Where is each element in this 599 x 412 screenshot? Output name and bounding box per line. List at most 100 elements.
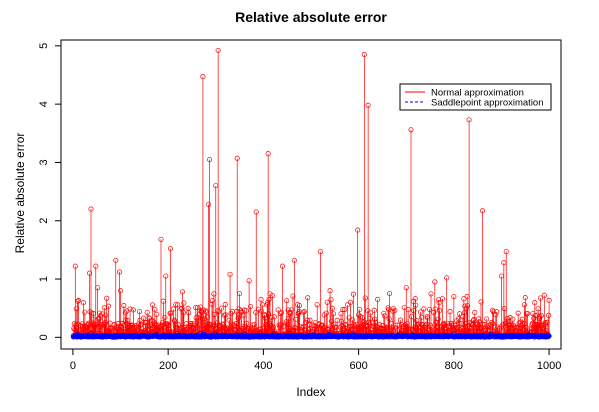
normal-point [152, 306, 158, 312]
normal-point [503, 249, 509, 255]
normal-point [305, 295, 311, 301]
normal-point [314, 302, 320, 308]
x-axis-label: Index [296, 385, 325, 399]
normal-point [510, 322, 516, 328]
normal-point [372, 316, 378, 322]
normal-point [243, 308, 249, 314]
x-tick-label: 400 [254, 360, 272, 372]
normal-point [345, 302, 351, 308]
normal-point [290, 293, 296, 299]
normal-point [447, 309, 453, 315]
normal-point [361, 319, 367, 325]
normal-point [361, 52, 367, 58]
saddlepoint-point [546, 333, 552, 339]
normal-point [456, 320, 462, 327]
normal-point [382, 313, 388, 319]
normal-point [413, 302, 419, 308]
normal-point [324, 299, 330, 305]
normal-point [88, 206, 94, 212]
normal-point [405, 307, 411, 313]
normal-point [271, 314, 277, 320]
normal-point [531, 315, 537, 321]
normal-point [347, 299, 354, 305]
x-tick-label: 0 [70, 360, 76, 372]
normal-point [403, 285, 409, 291]
normal-point [304, 317, 310, 323]
normal-point [102, 319, 108, 325]
normal-point [300, 309, 306, 315]
y-tick-label: 2 [38, 218, 50, 224]
normal-point [288, 307, 295, 313]
normal-point [297, 303, 303, 309]
normal-point [541, 321, 547, 327]
normal-point [417, 309, 424, 315]
normal-point [301, 308, 307, 314]
normal-point [76, 297, 82, 304]
normal-point [258, 308, 265, 314]
normal-point [103, 312, 109, 318]
normal-point [117, 269, 123, 275]
y-tick-label: 1 [38, 276, 50, 282]
normal-point [222, 301, 228, 308]
normal-point [193, 304, 199, 311]
normal-point [97, 310, 103, 316]
normal-point [207, 156, 213, 163]
normal-point [247, 303, 254, 310]
normal-point [510, 316, 516, 322]
normal-point [427, 306, 433, 312]
normal-point [436, 297, 442, 303]
normal-point [117, 288, 124, 294]
normal-point [489, 307, 495, 313]
x-tick-label: 200 [159, 360, 177, 372]
normal-point [104, 295, 110, 301]
normal-point [200, 74, 206, 80]
normal-point [515, 325, 521, 331]
normal-point [162, 314, 168, 321]
normal-point [140, 315, 146, 321]
normal-point [452, 322, 458, 329]
normal-point [218, 305, 225, 311]
normal-point [541, 292, 547, 298]
normal-point [414, 322, 420, 328]
normal-point [123, 317, 129, 323]
normal-point [329, 305, 335, 311]
y-tick-label: 3 [38, 159, 50, 165]
normal-point [137, 322, 144, 328]
normal-point [278, 309, 285, 316]
normal-point [537, 314, 543, 320]
normal-point [163, 273, 169, 279]
normal-point [253, 309, 259, 315]
normal-point [512, 325, 518, 331]
normal-point [504, 315, 510, 321]
normal-point [521, 302, 527, 308]
series-layer [70, 47, 552, 340]
y-tick-label: 0 [38, 334, 50, 340]
normal-point [480, 321, 486, 327]
normal-point [323, 310, 329, 316]
normal-point [279, 263, 285, 269]
normal-point [211, 311, 217, 318]
normal-point [432, 279, 438, 285]
normal-point [178, 306, 184, 312]
normal-point [181, 300, 187, 306]
normal-point [96, 316, 102, 322]
normal-point [436, 300, 442, 306]
normal-point [175, 302, 181, 308]
normal-point [538, 312, 545, 319]
plot-frame [60, 39, 562, 350]
normal-point [507, 315, 513, 321]
normal-point [327, 288, 333, 294]
normal-point [146, 315, 152, 321]
normal-point [451, 293, 457, 300]
normal-point [421, 306, 427, 312]
normal-point [82, 309, 88, 315]
normal-point [227, 271, 233, 277]
normal-point [173, 301, 179, 308]
normal-point [386, 307, 392, 313]
normal-point [515, 310, 521, 316]
normal-point [106, 303, 112, 309]
normal-point [362, 295, 368, 301]
normal-point [285, 307, 291, 313]
normal-point [259, 302, 265, 308]
